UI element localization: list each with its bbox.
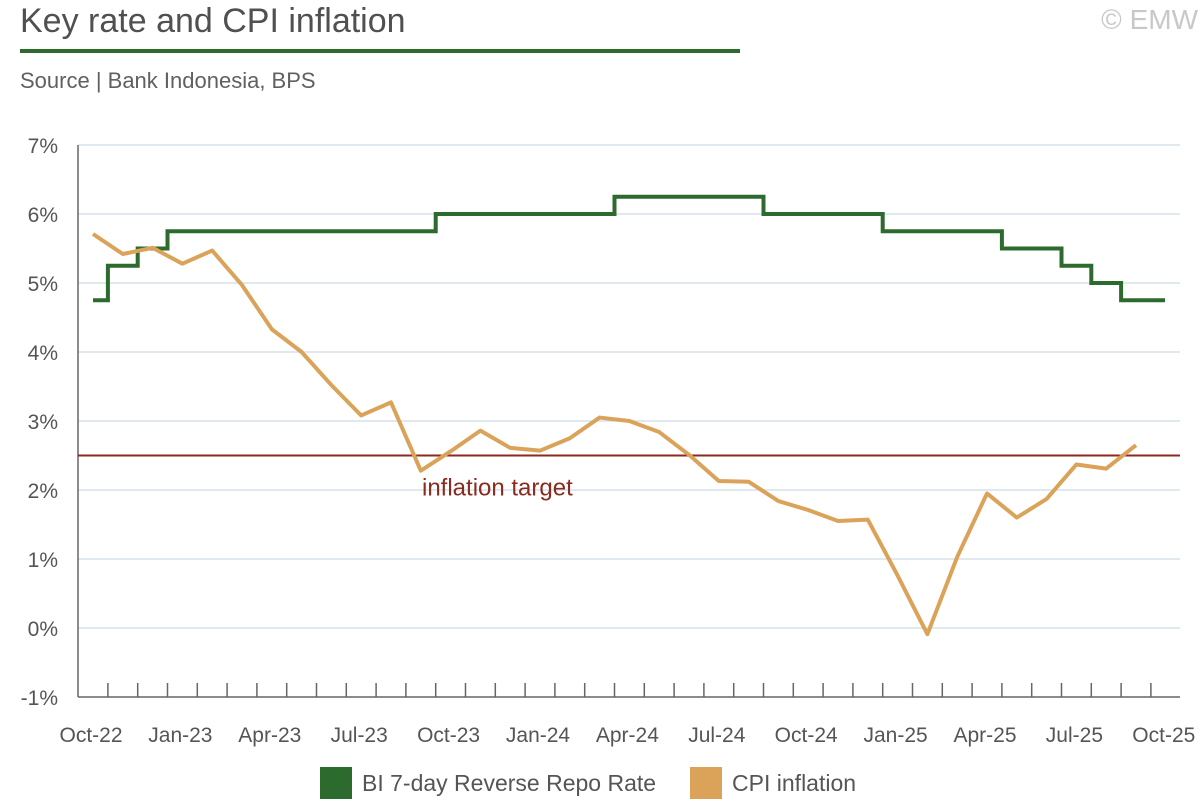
x-tick-label: Jul-24 — [688, 724, 746, 747]
y-tick-label: 5% — [28, 273, 58, 296]
series-group — [91, 194, 1165, 637]
x-tick-label: Jul-25 — [1046, 724, 1103, 747]
gridlines — [78, 144, 1180, 629]
x-tick-label: Apr-23 — [238, 724, 301, 747]
page-title: Key rate and CPI inflation — [20, 2, 406, 40]
x-tick-label: Oct-22 — [59, 724, 122, 747]
x-tick-label: Oct-25 — [1132, 724, 1195, 747]
y-tick-label: 2% — [28, 480, 58, 503]
x-tick-label: Jul-23 — [331, 724, 388, 747]
x-tick-label: Oct-23 — [417, 724, 480, 747]
series-line-cpi — [91, 232, 1138, 637]
x-tick-label: Jan-25 — [863, 724, 927, 747]
legend-swatch-cpi — [690, 767, 723, 799]
x-tick-label: Jan-23 — [148, 724, 212, 747]
y-tick-label: -1% — [21, 687, 58, 710]
series-line-bi-rate — [93, 194, 1165, 303]
legend-item-rate: BI 7-day Reverse Repo Rate — [320, 767, 656, 799]
inflation-target-label: inflation target — [422, 475, 573, 502]
y-tick-label: 0% — [28, 618, 58, 641]
x-tick-label: Apr-24 — [596, 724, 659, 747]
inflation-target: inflation target — [78, 454, 1180, 502]
y-tick-label: 4% — [28, 342, 58, 365]
y-tick-label: 6% — [28, 204, 58, 227]
y-tick-label: 1% — [28, 549, 58, 572]
legend-swatch-rate — [320, 767, 352, 799]
legend-item-cpi: CPI inflation — [690, 767, 856, 799]
y-tick-label: 7% — [28, 135, 58, 158]
x-axis: Oct-22 Jan-23 Apr-23 Jul-23 Oct-23 Jan-24 Apr-… — [59, 145, 1195, 747]
source-text: Source | Bank Indonesia, BPS — [20, 68, 316, 93]
copyright-text: © EMW — [1101, 4, 1198, 35]
x-tick-label: Apr-25 — [953, 724, 1016, 747]
y-tick-label: 3% — [28, 411, 58, 434]
legend: BI 7-day Reverse Repo Rate CPI inflation — [320, 766, 890, 800]
title-underline — [20, 49, 740, 53]
legend-label-rate: BI 7-day Reverse Repo Rate — [362, 769, 657, 796]
x-tick-label: Oct-24 — [775, 724, 838, 747]
y-axis-ticks: -1% 0% 1% 2% 3% 4% 5% 6% 7% — [21, 135, 58, 710]
legend-label-cpi: CPI inflation — [732, 769, 857, 796]
x-tick-label: Jan-24 — [506, 724, 571, 747]
